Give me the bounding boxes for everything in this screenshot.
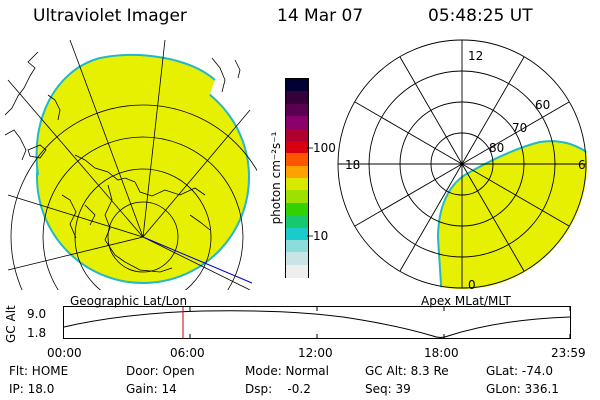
mlt-label-6: 6: [578, 158, 586, 172]
colorbar-tick-10: 10: [313, 229, 329, 243]
dsp-status: Dsp: -0.2: [245, 382, 311, 396]
seq-status: Seq: 39: [365, 382, 411, 396]
time-label: 05:48:25 UT: [428, 6, 533, 26]
colorbar-swatch: [286, 103, 308, 117]
apex-caption: Apex MLat/MLT: [421, 294, 511, 308]
geographic-caption: Geographic Lat/Lon: [70, 294, 188, 308]
flt-status: Flt: HOME: [9, 364, 69, 378]
time-tick-0600: 06:00: [170, 346, 205, 360]
mlat-label-80: 80: [489, 141, 505, 155]
time-tick-1200: 12:00: [298, 346, 333, 360]
colorbar-swatch: [286, 227, 308, 241]
glat-status: GLat: -74.0: [486, 364, 553, 378]
gcalt-axis-text: GC Alt: [4, 305, 18, 343]
latitude-circles: [10, 104, 257, 290]
colorbar-swatch: [286, 215, 308, 228]
time-tick-2359: 23:59: [551, 346, 586, 360]
magnetic-polar-panel: [337, 39, 587, 289]
mlat-label-60: 60: [535, 98, 551, 112]
colorbar-swatch: [286, 153, 308, 167]
door-status: Door: Open: [126, 364, 195, 378]
time-tick-1800: 18:00: [424, 346, 459, 360]
mlt-label-18: 18: [345, 158, 361, 172]
gcalt-ymax-label: 9.0: [27, 307, 47, 321]
altitude-curve: [63, 310, 571, 338]
colorbar-units-text: photon cm⁻²s⁻¹: [269, 131, 283, 225]
terminator-line: [142, 236, 253, 284]
date-label: 14 Mar 07: [277, 6, 364, 26]
orbit-altitude-plot: [63, 306, 571, 339]
mlat-label-70: 70: [512, 121, 528, 135]
time-tick-0000: 00:00: [47, 346, 82, 360]
colorbar-swatch: [286, 178, 308, 191]
colorbar-swatch: [286, 252, 308, 266]
instrument-title: Ultraviolet Imager: [33, 6, 187, 26]
colorbar-swatch: [286, 91, 308, 105]
mlt-label-0: 0: [468, 278, 476, 292]
glon-status: GLon: 336.1: [486, 382, 559, 396]
longitude-meridians: [7, 40, 251, 290]
colorbar-swatch: [286, 128, 308, 142]
colorbar-swatch: [286, 190, 308, 204]
colorbar-swatch: [286, 165, 308, 179]
mlt-spokes: [338, 40, 586, 288]
mode-status: Mode: Normal: [245, 364, 329, 378]
mlt-label-12: 12: [468, 49, 484, 63]
gcalt-status: GC Alt: 8.3 Re: [365, 364, 449, 378]
color-bar: [285, 78, 309, 278]
colorbar-swatch: [286, 239, 308, 253]
colorbar-swatch: [286, 79, 308, 92]
gain-status: Gain: 14: [126, 382, 177, 396]
geographic-map-panel: [5, 40, 257, 290]
auroral-emission-bulge: [36, 54, 216, 221]
colorbar-ticks: [307, 147, 313, 237]
colorbar-units-label: photon cm⁻²s⁻¹: [269, 132, 283, 225]
colorbar-swatch: [286, 116, 308, 129]
gcalt-ymin-label: 1.8: [27, 326, 47, 340]
gcalt-axis-label: GC Alt: [4, 305, 20, 343]
ip-status: IP: 18.0: [9, 382, 55, 396]
colorbar-swatch: [286, 140, 308, 154]
colorbar-swatch: [286, 264, 308, 278]
coastlines: [5, 51, 241, 273]
colorbar-tick-100: 100: [313, 141, 336, 155]
colorbar-swatch: [286, 202, 308, 216]
